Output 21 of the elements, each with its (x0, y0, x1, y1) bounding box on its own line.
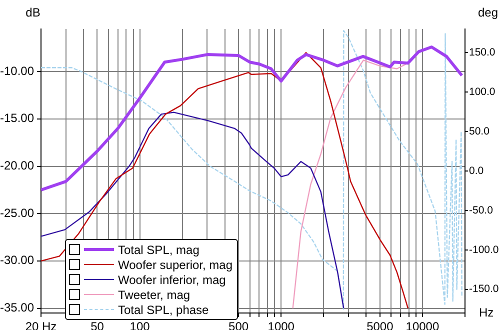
y2-tick-label: -150.0 (469, 283, 499, 296)
legend-label: Woofer inferior, mag (118, 272, 226, 286)
y-tick-label: -10.00 (0, 64, 34, 78)
legend-label: Woofer superior, mag (118, 258, 232, 272)
y2-tick-label: 100.0 (469, 86, 496, 98)
legend-label: Tweeter, mag (118, 288, 190, 302)
y2-tick-label: 150.0 (469, 46, 496, 59)
y-axis-title: dB (26, 5, 40, 20)
y2-tick-label: -50.0 (469, 204, 494, 216)
y-tick-label: -30.00 (0, 253, 34, 268)
y2-tick-label: -100.0 (469, 244, 499, 256)
x-axis-title: Hz (479, 305, 494, 320)
y2-axis-title: deg (478, 5, 498, 20)
y2-tick-label: 50.0 (469, 125, 490, 138)
legend-label: Total SPL, phase (118, 302, 209, 316)
y-tick-label: -35.00 (0, 300, 34, 315)
y2-tick-label: 0.0 (469, 164, 484, 177)
y-tick-label: -25.00 (0, 206, 34, 220)
legend-label: Total SPL, mag (118, 242, 200, 256)
y-tick-label: -20.00 (0, 158, 34, 173)
y-tick-label: -15.00 (0, 111, 34, 126)
